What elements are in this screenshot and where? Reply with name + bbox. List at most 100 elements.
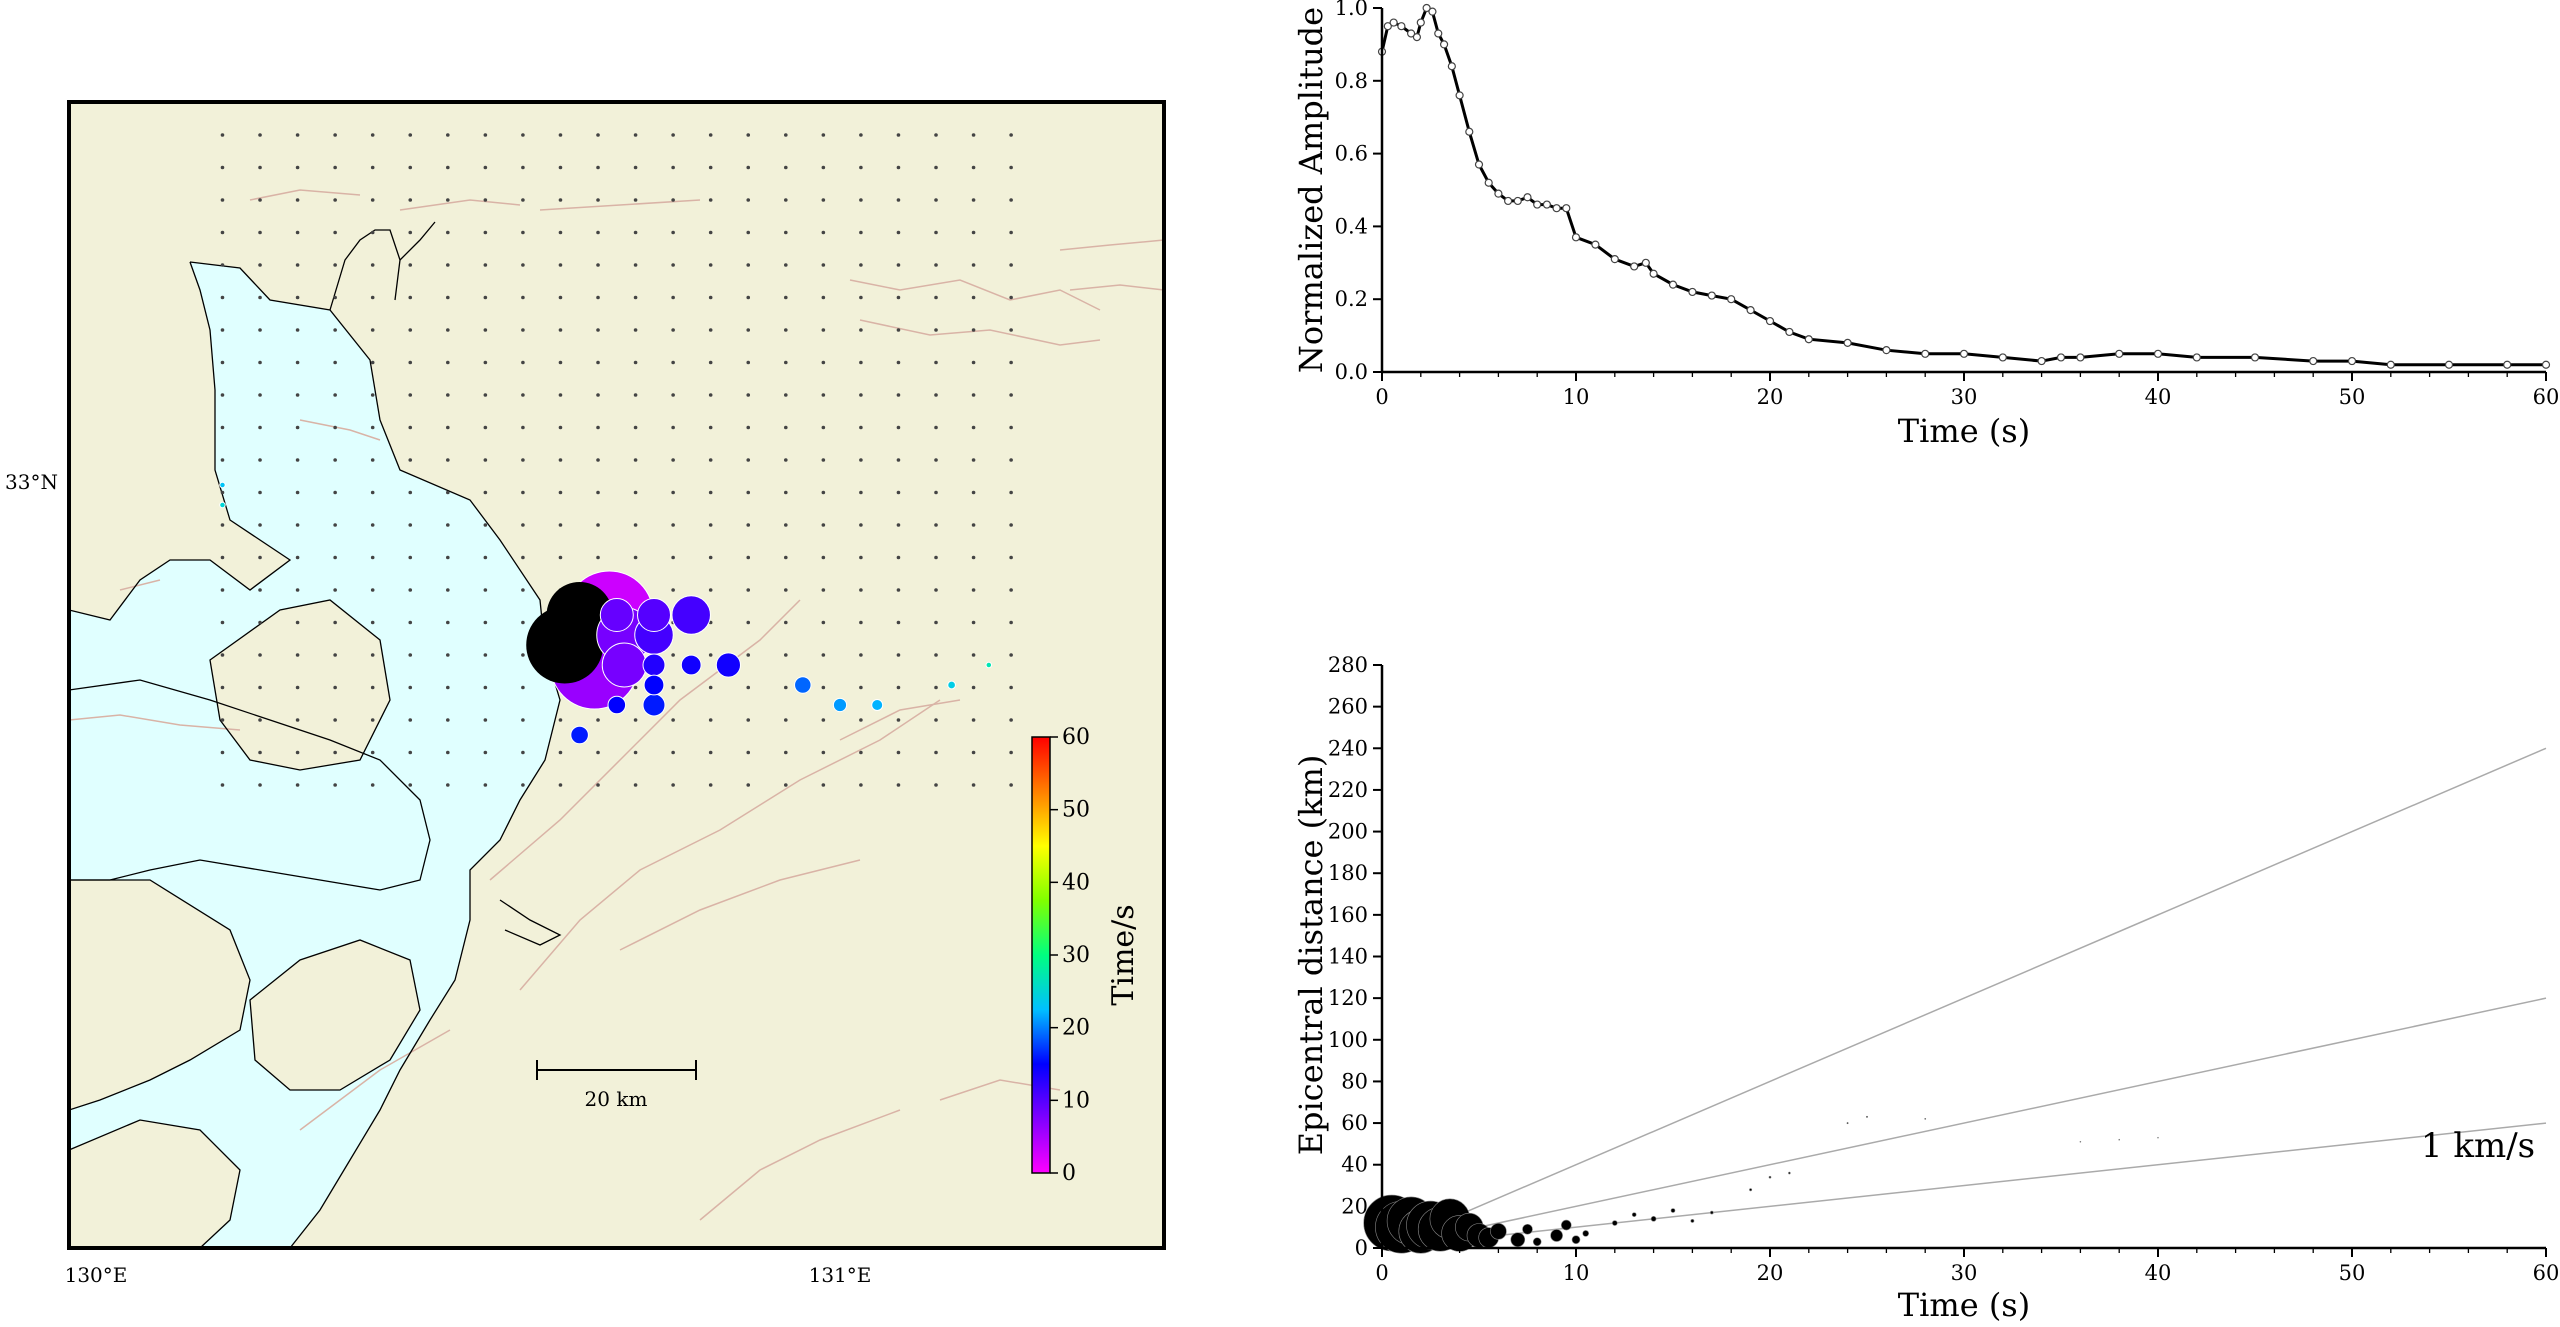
station-dot [746,653,751,657]
station-dot [596,230,600,235]
station-dot [934,425,938,430]
station-dot [783,523,788,527]
station-dot [295,523,300,527]
station-dot [295,198,300,202]
station-dot [1009,555,1013,560]
station-dot [333,750,337,755]
station-dot [596,360,600,365]
amplitude-point [1416,18,1425,27]
amplitude-point [1389,18,1398,27]
station-dot [370,750,375,755]
station-dot [446,490,450,495]
station-dot [408,685,413,690]
station-dot [708,263,713,267]
station-dot [708,328,713,332]
lat-tick-33: 33°N [5,470,58,494]
station-dot [483,653,488,657]
station-dot [446,718,450,722]
station-dot [220,393,225,397]
station-dot [446,230,450,235]
station-dot [408,620,413,625]
station-dot [483,198,488,202]
station-dot [934,295,938,300]
amplitude-point [1843,338,1852,347]
station-dot [896,685,901,690]
station-dot [746,523,751,527]
station-dot [370,588,375,592]
amplitude-xlabel: Time (s) [1898,412,2030,450]
amplitude-point [1397,22,1406,31]
station-dot [446,750,450,755]
station-dot [333,328,337,332]
station-dot [859,425,863,430]
station-dot [746,133,751,137]
station-dot [708,425,713,430]
amplitude-series-points [1377,3,2551,369]
station-dot [783,718,788,722]
distance-time-point [1532,1237,1542,1247]
station-dot [746,360,751,365]
station-dot [1009,750,1013,755]
station-dot [896,393,901,397]
station-dot [859,393,863,397]
colorbar-tick-label: 40 [1062,870,1090,895]
station-dot [220,458,225,462]
y-tick-label: 40 [1341,1153,1368,1177]
station-dot [220,263,225,267]
station-dot [859,490,863,495]
x-tick-label: 20 [1757,1261,1784,1285]
station-dot [295,458,300,462]
station-dot [333,165,337,170]
station-dot [708,490,713,495]
station-dot [295,263,300,267]
station-dot [258,718,262,722]
station-dot [821,328,826,332]
station-dot [821,458,826,462]
station-dot [521,425,525,430]
station-dot [971,490,976,495]
amplitude-point [1494,189,1503,198]
station-dot [558,718,563,722]
station-dot [258,328,262,332]
station-dot [558,263,563,267]
station-dot [671,295,675,300]
station-dot [370,328,375,332]
station-dot [521,555,525,560]
station-dot [896,328,901,332]
station-dot [521,750,525,755]
station-dot [258,620,262,625]
station-dot [708,750,713,755]
amplitude-point [1998,353,2007,362]
amplitude-point [1668,280,1678,289]
station-dot [596,165,600,170]
x-tick-label: 30 [1951,1261,1978,1285]
station-dot [408,360,413,365]
amplitude-point [1746,306,1755,315]
station-dot [408,718,413,722]
event-marker [871,699,884,711]
station-dot [370,263,375,267]
distance-time-ylabel: Epicentral distance (km) [1292,755,1330,1156]
station-dot [558,783,563,787]
amplitude-point [1439,40,1449,49]
station-dot [408,198,413,202]
station-dot [934,165,938,170]
station-dot [971,295,976,300]
station-dot [633,198,638,202]
station-dot [971,685,976,690]
amplitude-point [2444,360,2454,369]
y-tick-label: 0.8 [1335,69,1368,93]
amplitude-point [1727,295,1736,304]
amplitude-point [1707,291,1716,300]
distance-time-point [1631,1212,1637,1217]
station-dot [896,165,901,170]
station-dot [220,783,225,787]
station-dot [558,230,563,235]
map-faults [69,189,1164,1221]
station-dot [596,198,600,202]
station-dot [971,360,976,365]
station-dot [521,328,525,332]
station-dot [333,458,337,462]
x-tick-label: 50 [2339,385,2366,409]
x-tick-label: 60 [2533,1261,2560,1285]
